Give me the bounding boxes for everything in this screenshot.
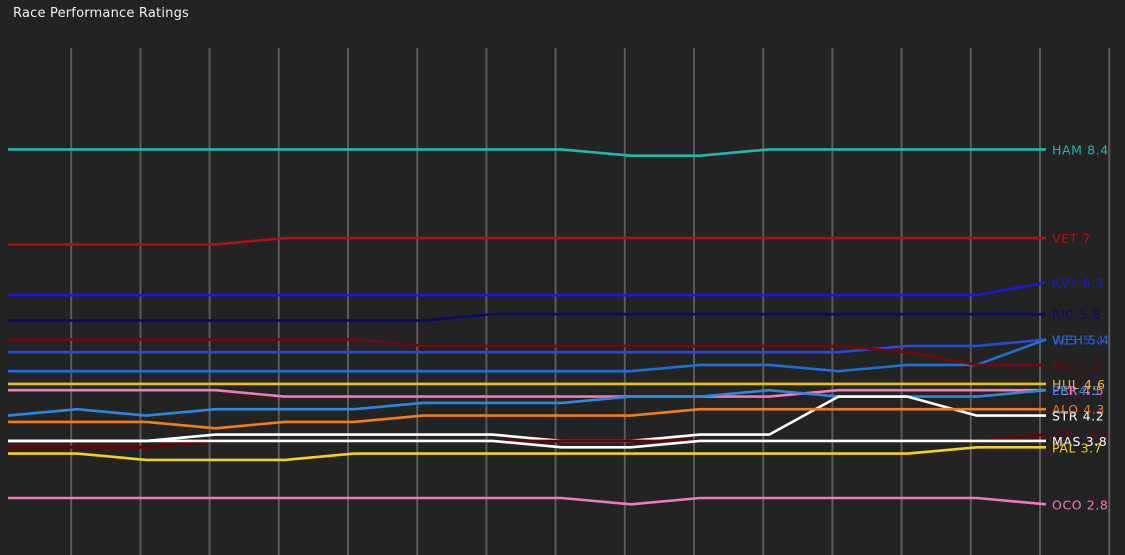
vertical-gridlines: [70, 48, 1111, 555]
end-label-rai: RAI 5.0: [1052, 358, 1100, 373]
series-lines: [7, 148, 1047, 506]
end-label-eri: ERI 4.5: [1052, 383, 1100, 398]
end-label-gro: GRO 3.8: [1052, 428, 1108, 443]
end-label-ves: VES 5.4: [1052, 333, 1104, 348]
series-line-eri: [7, 388, 1047, 417]
end-label-weh: WEH 5.4: [1052, 333, 1110, 348]
series-line-str: [8, 395, 1046, 443]
series-line-alo: [8, 407, 1046, 430]
series-line-mas: [8, 439, 1046, 449]
end-label-vet: VET 7: [1052, 231, 1091, 246]
series-line-kvy: [8, 281, 1047, 297]
series-line-ric: [8, 312, 1046, 322]
series-line-weh: [8, 338, 1047, 373]
series-line-pal: [8, 445, 1046, 462]
series-line-rai: [8, 338, 1046, 367]
series-line-vet: [8, 236, 1046, 246]
end-label-alo: ALO 4.3: [1052, 402, 1105, 417]
end-label-pal: PAL 3.7: [1052, 440, 1102, 455]
end-label-oco: OCO 2.8: [1052, 497, 1108, 512]
end-label-hul: HUL 4.6: [1052, 377, 1106, 392]
chart-title: Race Performance Ratings: [13, 6, 189, 21]
end-label-ric: RIC 5.8: [1052, 307, 1101, 322]
end-label-mas: MAS 3.8: [1052, 434, 1107, 449]
series-line-ham: [8, 148, 1046, 157]
end-label-str: STR 4.2: [1052, 409, 1104, 424]
series-line-oco: [8, 496, 1047, 506]
end-label-kvy: KVY 6.3: [1052, 275, 1104, 290]
series-line-per: [8, 388, 1046, 398]
end-label-ham: HAM 8.4: [1052, 142, 1109, 157]
end-label-per: PER 4.5: [1052, 383, 1104, 398]
series-end-labels: HAM 8.4 VET 7 RIC 5.8 VES 5.4 KVY 6.3 WEH 5.4…: [1052, 142, 1110, 512]
